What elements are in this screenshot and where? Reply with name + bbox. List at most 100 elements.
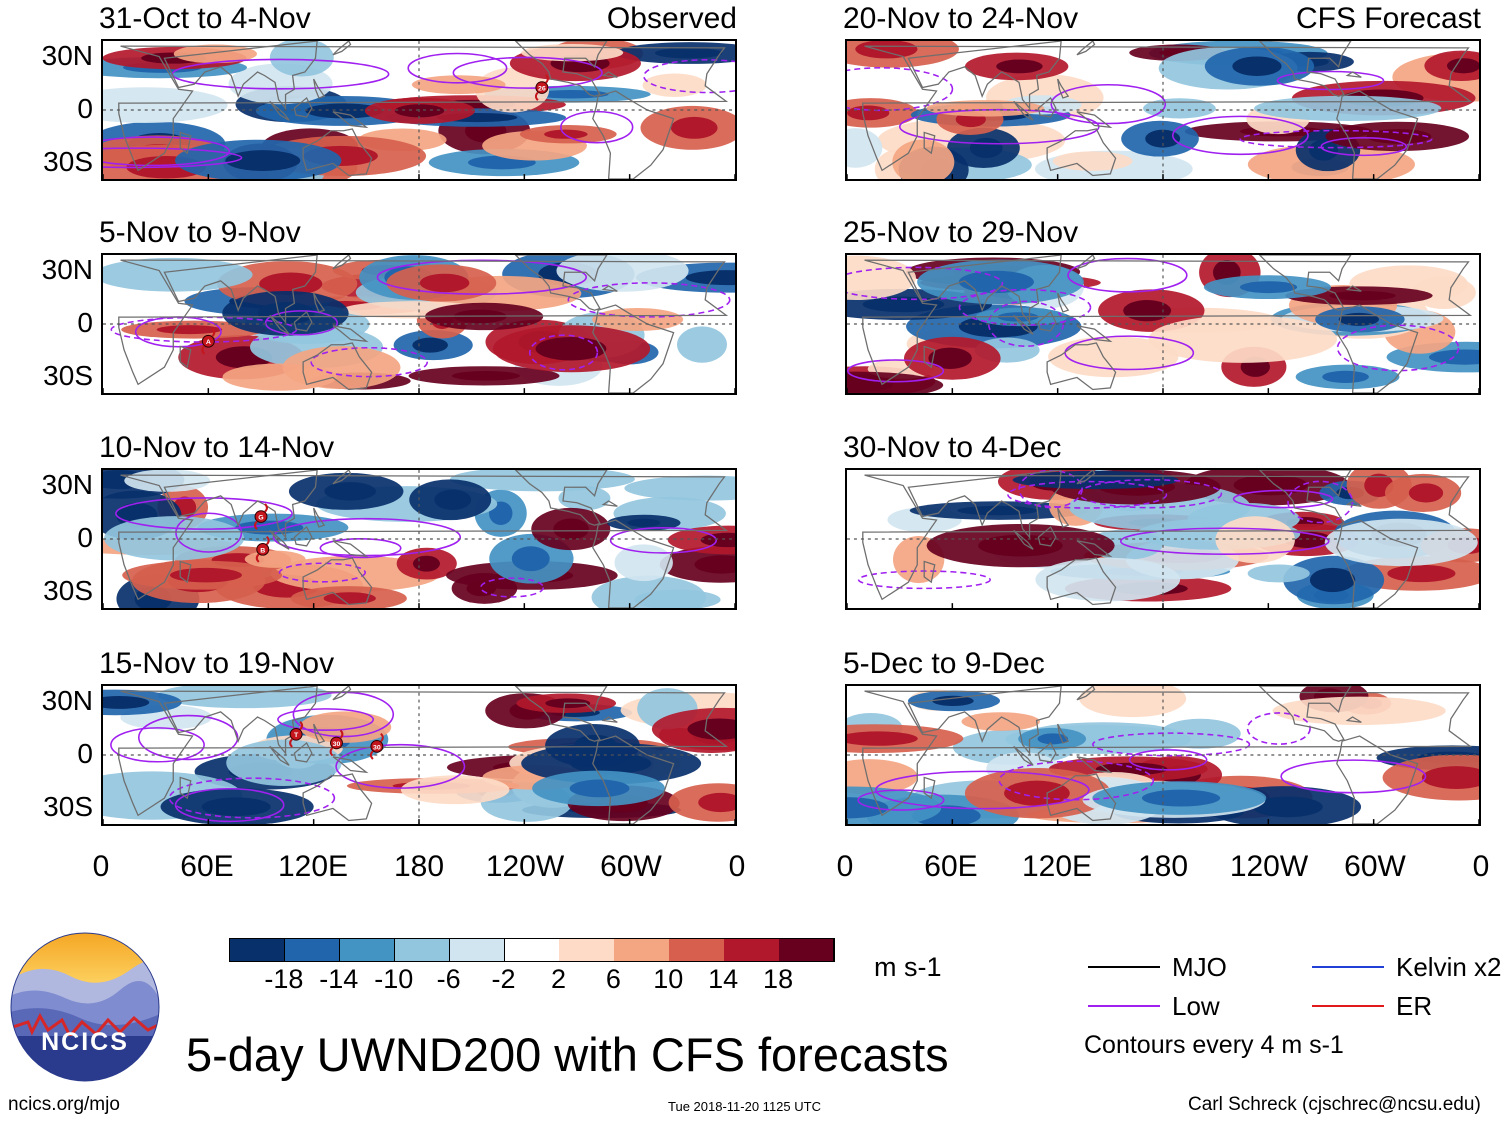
panel-title: 25-Nov to 29-Nov [843, 216, 1079, 249]
low-frequency-contour [115, 497, 293, 530]
legend-swatch [1088, 1005, 1160, 1007]
westerly-anomaly-core [698, 792, 735, 813]
westerly-anomaly [173, 44, 257, 64]
coastline [118, 474, 729, 601]
logo-text: NCICS [41, 1028, 129, 1056]
storm-marker: G [254, 503, 268, 530]
wind-anomaly-field: T 30 30 [103, 686, 735, 824]
coastline [269, 314, 290, 335]
coastline [1013, 745, 1034, 766]
easterly-anomaly-core [932, 695, 974, 707]
lat-tick-label: 30N [41, 39, 93, 71]
panel-title: 31-Oct to 4-Nov [99, 2, 311, 35]
easterly-anomaly-core [412, 337, 448, 353]
low-frequency-contour [110, 727, 205, 763]
easterly-anomaly-core [201, 797, 271, 817]
easterly-anomaly-core [627, 518, 661, 527]
low-frequency-contour [875, 770, 1090, 810]
colorbar-tick-label: 10 [653, 964, 684, 994]
site-link[interactable]: ncics.org/mjo [8, 1094, 120, 1115]
storm-marker: 30 [369, 733, 384, 760]
easterly-anomaly-core [574, 734, 617, 757]
colorbar-tick-label: -6 [436, 964, 461, 994]
storm-marker: B [255, 536, 270, 563]
westerly-anomaly [282, 346, 401, 389]
timestamp: Tue 2018-11-20 1125 UTC [668, 1099, 821, 1114]
coastline [862, 45, 1473, 172]
colorbar [229, 938, 835, 962]
easterly-anomaly-core [654, 47, 723, 59]
low-frequency-contour [609, 527, 718, 554]
coastline [1076, 255, 1096, 270]
coastline [907, 255, 1062, 325]
easterly-anomaly [269, 41, 334, 77]
coastline [514, 470, 608, 526]
coastline [1046, 773, 1117, 822]
westerly-anomaly-core [1366, 129, 1432, 144]
coastline [1046, 128, 1117, 177]
storm-marker: A [201, 327, 216, 355]
storm-marker-label: 30 [373, 744, 381, 751]
westerly-anomaly [400, 775, 510, 805]
contour-note: Contours every 4 m s-1 [1084, 1031, 1344, 1059]
lon-tick-label: 60W [1344, 850, 1406, 883]
easterly-anomaly [450, 470, 635, 492]
coastline [293, 741, 313, 763]
lon-tick-label: 120E [277, 850, 349, 883]
coastline [1057, 507, 1070, 528]
coastline [332, 111, 369, 129]
legend-label: Low [1172, 991, 1220, 1021]
coastline [907, 41, 1062, 111]
easterly-anomaly-core [1252, 796, 1323, 818]
units-label: m s-1 [874, 952, 942, 982]
coastline [1057, 723, 1070, 744]
coastline [269, 745, 290, 766]
low-frequency-contour [643, 59, 735, 94]
lat-tick-label: 0 [77, 522, 93, 553]
low-frequency-contour [847, 67, 954, 112]
easterly-anomaly-core [103, 695, 150, 709]
panel-title: 15-Nov to 19-Nov [99, 647, 335, 680]
panel-title: 30-Nov to 4-Dec [843, 431, 1062, 464]
coastline [592, 304, 675, 393]
low-frequency-contour [560, 110, 634, 144]
westerly-anomaly-core [670, 116, 718, 139]
easterly-anomaly [847, 128, 883, 168]
coastline [1258, 255, 1352, 311]
coastline [1258, 686, 1352, 742]
low-frequency-contour [847, 266, 1004, 301]
westerly-anomaly-core [535, 336, 607, 361]
westerly-anomaly [592, 308, 684, 332]
coastline [163, 255, 318, 325]
low-frequency-contour [1276, 70, 1385, 91]
observed-label: Observed [606, 2, 737, 35]
coastline [118, 45, 729, 172]
easterly-anomaly-core [1309, 567, 1356, 593]
colorbar-swatch [284, 939, 341, 961]
low-frequency-contour [998, 760, 1155, 801]
coastline [923, 560, 936, 584]
westerly-anomaly-core [978, 534, 1063, 557]
westerly-anomaly-core [847, 105, 890, 121]
coastline [923, 345, 936, 369]
easterly-anomaly [624, 475, 735, 501]
westerly-anomaly-core [1233, 474, 1308, 496]
lat-tick-label: 30S [43, 146, 93, 178]
low-frequency-contour [310, 346, 428, 378]
coastline [118, 690, 729, 817]
wind-anomaly-field [847, 470, 1479, 608]
lon-tick-label: 120E [1021, 850, 1093, 883]
coastline [592, 519, 675, 608]
coastline [1258, 41, 1352, 97]
low-frequency-contour [479, 577, 545, 598]
low-frequency-contour [1287, 480, 1354, 524]
low-frequency-contour [278, 562, 367, 583]
low-frequency-contour [264, 310, 338, 336]
colorbar-tick-label: -18 [264, 964, 304, 994]
lon-tick-label: 0 [1472, 850, 1490, 883]
low-frequency-contour [1007, 480, 1168, 509]
westerly-anomaly-core [451, 371, 520, 381]
forecast-label: CFS Forecast [1295, 2, 1481, 35]
panel-map [845, 39, 1481, 181]
coastline [1336, 90, 1419, 179]
